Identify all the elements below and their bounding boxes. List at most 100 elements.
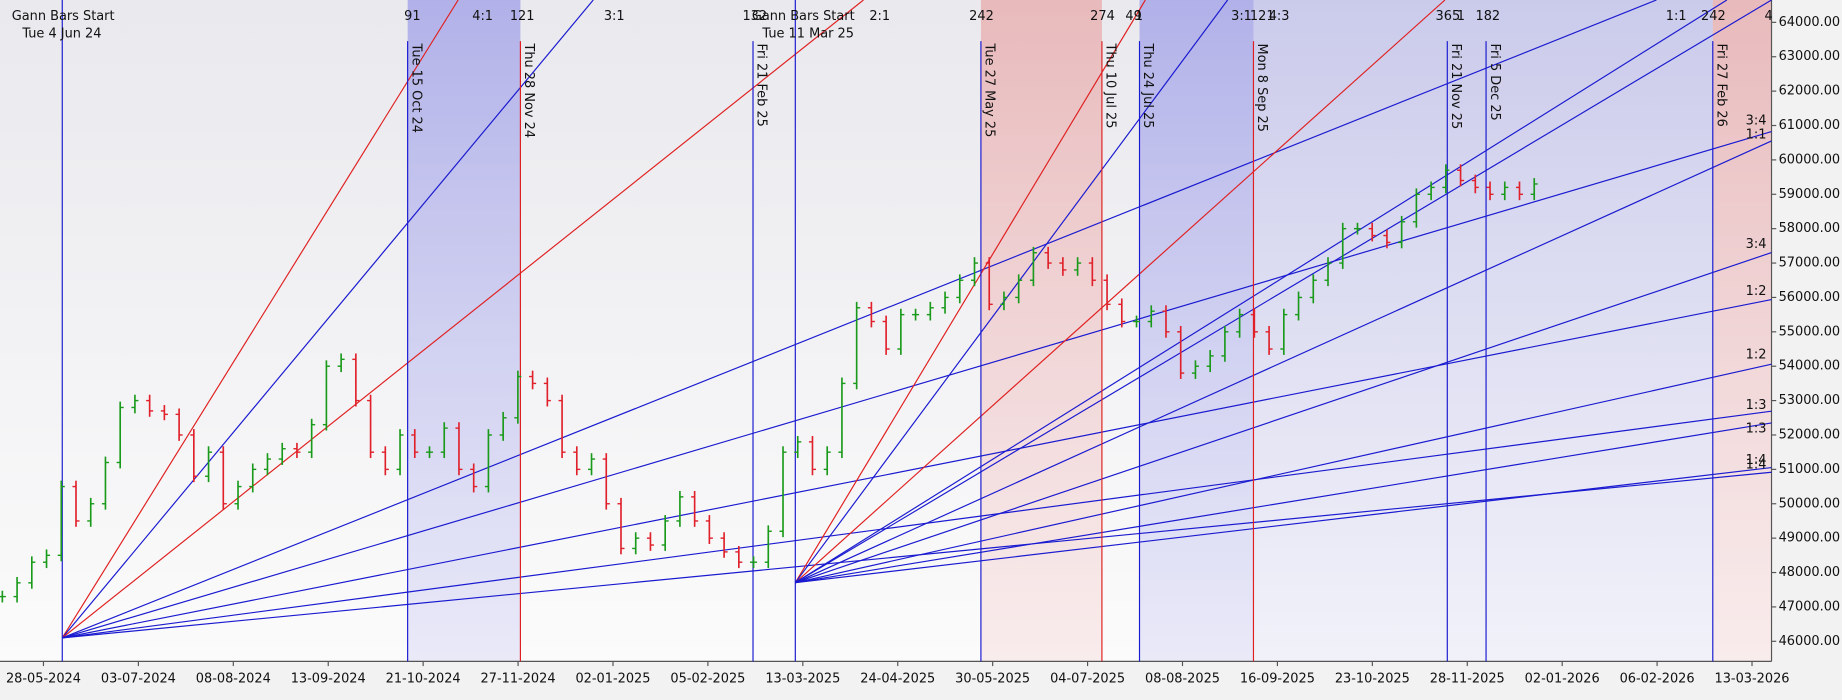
top-label: 1 xyxy=(1135,9,1143,24)
top-label: 274 xyxy=(1090,9,1115,24)
fan-line xyxy=(62,0,1657,639)
fan-line xyxy=(795,140,1772,584)
time-marker-label: Thu 10 Jul 25 xyxy=(1103,42,1118,128)
x-axis-panel xyxy=(0,661,1842,700)
y-tick-label: 51000.00 xyxy=(1779,462,1841,477)
x-tick-label: 05-02-2025 xyxy=(670,672,745,687)
gann-start-title: Gann Bars Start xyxy=(12,9,115,24)
time-marker-label: Thu 28 Nov 24 xyxy=(521,42,536,138)
top-label: 3:1 xyxy=(1231,9,1252,24)
y-tick-label: 48000.00 xyxy=(1779,565,1841,580)
x-tick-label: 21-10-2024 xyxy=(386,672,461,687)
time-marker-label: Thu 24 Jul 25 xyxy=(1140,42,1155,128)
y-tick-label: 60000.00 xyxy=(1779,152,1841,167)
shade-zone xyxy=(1139,0,1254,662)
fan-line xyxy=(794,0,1229,584)
top-label: 242 xyxy=(969,9,994,24)
y-tick-label: 49000.00 xyxy=(1779,531,1841,546)
y-tick-label: 55000.00 xyxy=(1779,324,1841,339)
x-tick-label: 02-01-2026 xyxy=(1525,672,1600,687)
x-tick-label: 02-01-2025 xyxy=(575,672,650,687)
fan-line xyxy=(61,0,459,639)
shade-zone xyxy=(407,0,521,662)
top-label: 49 xyxy=(1125,9,1141,24)
top-label: 1 xyxy=(1457,9,1465,24)
y-tick-label: 61000.00 xyxy=(1779,118,1841,133)
ratio-label: 1:2 xyxy=(1746,284,1767,299)
shade-zone xyxy=(980,0,1102,662)
y-axis-panel xyxy=(1771,0,1842,700)
y-tick-label: 53000.00 xyxy=(1779,393,1841,408)
time-marker-label: Mon 8 Sep 25 xyxy=(1254,43,1269,131)
x-tick-label: 06-02-2026 xyxy=(1620,672,1695,687)
x-tick-label: 30-05-2025 xyxy=(955,672,1030,687)
fan-line xyxy=(61,0,864,639)
ratio-label: 1:1 xyxy=(1746,128,1767,143)
y-tick-label: 57000.00 xyxy=(1779,256,1841,271)
gann-start-date: Tue 11 Mar 25 xyxy=(761,27,854,42)
y-tick-label: 58000.00 xyxy=(1779,221,1841,236)
y-tick-label: 63000.00 xyxy=(1779,49,1841,64)
x-tick-label: 04-07-2025 xyxy=(1050,672,1125,687)
top-label: 121 xyxy=(1250,9,1275,24)
ratio-label: 1:3 xyxy=(1746,421,1767,436)
ratio-label: 3:4 xyxy=(1746,237,1767,252)
top-label: 2:1 xyxy=(869,9,890,24)
ratio-label: 3:4 xyxy=(1746,113,1767,128)
shade-zone xyxy=(1712,0,1772,662)
x-tick-label: 23-10-2025 xyxy=(1335,672,1410,687)
x-tick-label: 13-03-2025 xyxy=(765,672,840,687)
gann-fans xyxy=(61,0,1772,639)
fan-line xyxy=(795,422,1772,584)
time-marker-label: Fri 21 Feb 25 xyxy=(754,43,769,126)
ratio-label: 1:3 xyxy=(1746,398,1767,413)
x-tick-label: 08-08-2024 xyxy=(196,672,271,687)
top-label: 4:3 xyxy=(1269,9,1290,24)
top-label: 182 xyxy=(1475,9,1500,24)
ratio-label: 1:4 xyxy=(1746,453,1767,468)
ratio-label: 1:4 xyxy=(1746,458,1767,473)
time-marker-label: Tue 27 May 25 xyxy=(982,42,997,137)
fan-line xyxy=(795,363,1772,584)
x-tick-label: 03-07-2024 xyxy=(101,672,176,687)
fan-line xyxy=(61,0,594,639)
y-tick-label: 64000.00 xyxy=(1779,15,1841,30)
x-tick-label: 28-11-2025 xyxy=(1430,672,1505,687)
gann-start-title: Gann Bars Start xyxy=(752,9,855,24)
ratio-label: 1:2 xyxy=(1746,347,1767,362)
y-tick-label: 47000.00 xyxy=(1779,599,1841,614)
y-tick-label: 62000.00 xyxy=(1779,84,1841,99)
top-label: 365 xyxy=(1436,9,1461,24)
shade-zone xyxy=(1253,0,1713,662)
time-marker-label: Fri 5 Dec 25 xyxy=(1487,43,1502,120)
top-label: 4 xyxy=(1764,9,1772,24)
x-tick-label: 28-05-2024 xyxy=(6,672,81,687)
y-tick-label: 50000.00 xyxy=(1779,496,1841,511)
time-marker-label: Tue 15 Oct 24 xyxy=(408,42,423,133)
top-label: 91 xyxy=(404,9,420,24)
x-tick-label: 08-08-2025 xyxy=(1145,672,1220,687)
x-tick-label: 13-03-2026 xyxy=(1715,672,1790,687)
x-tick-label: 16-09-2025 xyxy=(1240,672,1315,687)
top-label: 4:1 xyxy=(472,9,493,24)
x-tick-label: 27-11-2024 xyxy=(481,672,556,687)
y-tick-label: 56000.00 xyxy=(1779,290,1841,305)
fan-line xyxy=(794,0,1146,583)
top-label: 121 xyxy=(510,9,535,24)
time-marker-label: Fri 21 Nov 25 xyxy=(1448,43,1463,129)
fan-line xyxy=(795,252,1772,584)
top-label: 3:1 xyxy=(604,9,625,24)
top-label: 132 xyxy=(742,9,767,24)
top-label: 1:1 xyxy=(1666,9,1687,24)
x-tick-label: 24-04-2025 xyxy=(860,672,935,687)
y-tick-label: 46000.00 xyxy=(1779,634,1841,649)
y-tick-label: 54000.00 xyxy=(1779,359,1841,374)
fan-line xyxy=(795,466,1772,584)
fan-line xyxy=(794,0,1728,584)
y-tick-label: 59000.00 xyxy=(1779,187,1841,202)
fan-line xyxy=(794,0,1446,584)
x-tick-label: 13-09-2024 xyxy=(291,672,366,687)
